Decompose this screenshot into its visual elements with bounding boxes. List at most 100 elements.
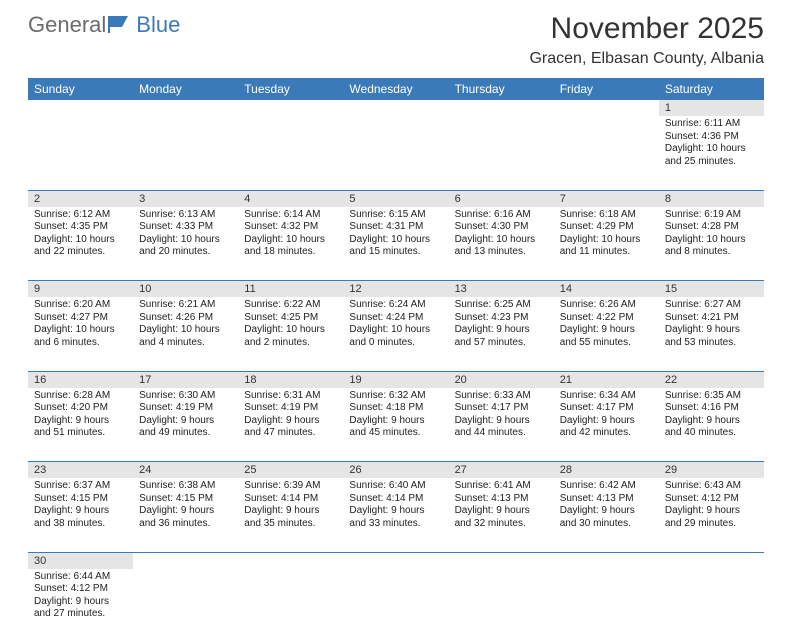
day-cell xyxy=(449,569,554,643)
sunset-line: Sunset: 4:13 PM xyxy=(455,493,548,506)
day-cell: Sunrise: 6:16 AMSunset: 4:30 PMDaylight:… xyxy=(449,207,554,281)
week-row: Sunrise: 6:12 AMSunset: 4:35 PMDaylight:… xyxy=(28,207,764,281)
day-cell xyxy=(659,569,764,643)
sunrise-line: Sunrise: 6:13 AM xyxy=(139,209,232,222)
day-cell: Sunrise: 6:27 AMSunset: 4:21 PMDaylight:… xyxy=(659,297,764,371)
day-number xyxy=(133,100,238,116)
day-number: 26 xyxy=(343,462,448,479)
daylight-line: Daylight: 10 hours and 25 minutes. xyxy=(665,143,758,168)
day-number: 15 xyxy=(659,281,764,298)
sunset-line: Sunset: 4:35 PM xyxy=(34,221,127,234)
day-cell xyxy=(554,569,659,643)
day-cell: Sunrise: 6:25 AMSunset: 4:23 PMDaylight:… xyxy=(449,297,554,371)
month-title: November 2025 xyxy=(529,12,764,46)
sunrise-line: Sunrise: 6:24 AM xyxy=(349,299,442,312)
day-number: 11 xyxy=(238,281,343,298)
day-number xyxy=(133,552,238,569)
daylight-line: Daylight: 10 hours and 22 minutes. xyxy=(34,234,127,259)
day-number: 1 xyxy=(659,100,764,116)
day-cell xyxy=(133,569,238,643)
calendar-header-row: SundayMondayTuesdayWednesdayThursdayFrid… xyxy=(28,78,764,100)
day-number xyxy=(238,100,343,116)
day-number: 6 xyxy=(449,190,554,207)
flag-icon xyxy=(108,13,134,38)
sunrise-line: Sunrise: 6:16 AM xyxy=(455,209,548,222)
day-number xyxy=(343,552,448,569)
sunset-line: Sunset: 4:19 PM xyxy=(139,402,232,415)
sunset-line: Sunset: 4:33 PM xyxy=(139,221,232,234)
daylight-line: Daylight: 10 hours and 2 minutes. xyxy=(244,324,337,349)
sunrise-line: Sunrise: 6:18 AM xyxy=(560,209,653,222)
day-cell: Sunrise: 6:12 AMSunset: 4:35 PMDaylight:… xyxy=(28,207,133,281)
sunrise-line: Sunrise: 6:35 AM xyxy=(665,390,758,403)
day-number: 21 xyxy=(554,371,659,388)
sunset-line: Sunset: 4:19 PM xyxy=(244,402,337,415)
day-number: 22 xyxy=(659,371,764,388)
day-number: 14 xyxy=(554,281,659,298)
sunset-line: Sunset: 4:15 PM xyxy=(139,493,232,506)
daylight-line: Daylight: 9 hours and 35 minutes. xyxy=(244,505,337,530)
daylight-line: Daylight: 9 hours and 49 minutes. xyxy=(139,415,232,440)
day-cell: Sunrise: 6:38 AMSunset: 4:15 PMDaylight:… xyxy=(133,478,238,552)
day-cell: Sunrise: 6:30 AMSunset: 4:19 PMDaylight:… xyxy=(133,388,238,462)
day-cell: Sunrise: 6:42 AMSunset: 4:13 PMDaylight:… xyxy=(554,478,659,552)
sunrise-line: Sunrise: 6:39 AM xyxy=(244,480,337,493)
daylight-line: Daylight: 9 hours and 40 minutes. xyxy=(665,415,758,440)
day-header: Saturday xyxy=(659,78,764,100)
sunrise-line: Sunrise: 6:34 AM xyxy=(560,390,653,403)
day-cell: Sunrise: 6:24 AMSunset: 4:24 PMDaylight:… xyxy=(343,297,448,371)
day-cell: Sunrise: 6:19 AMSunset: 4:28 PMDaylight:… xyxy=(659,207,764,281)
day-cell: Sunrise: 6:37 AMSunset: 4:15 PMDaylight:… xyxy=(28,478,133,552)
logo-text-2: Blue xyxy=(136,12,180,38)
day-header: Thursday xyxy=(449,78,554,100)
day-number: 10 xyxy=(133,281,238,298)
day-cell: Sunrise: 6:32 AMSunset: 4:18 PMDaylight:… xyxy=(343,388,448,462)
week-row: Sunrise: 6:11 AMSunset: 4:36 PMDaylight:… xyxy=(28,116,764,190)
day-number xyxy=(554,552,659,569)
logo-text-1: General xyxy=(28,12,106,38)
sunset-line: Sunset: 4:24 PM xyxy=(349,312,442,325)
daylight-line: Daylight: 9 hours and 53 minutes. xyxy=(665,324,758,349)
day-header: Friday xyxy=(554,78,659,100)
header: General Blue November 2025 Gracen, Elbas… xyxy=(28,12,764,68)
sunset-line: Sunset: 4:17 PM xyxy=(455,402,548,415)
day-cell: Sunrise: 6:11 AMSunset: 4:36 PMDaylight:… xyxy=(659,116,764,190)
daylight-line: Daylight: 9 hours and 32 minutes. xyxy=(455,505,548,530)
daylight-line: Daylight: 10 hours and 4 minutes. xyxy=(139,324,232,349)
daylight-line: Daylight: 9 hours and 55 minutes. xyxy=(560,324,653,349)
sunset-line: Sunset: 4:36 PM xyxy=(665,131,758,144)
logo: General Blue xyxy=(28,12,180,38)
day-header: Tuesday xyxy=(238,78,343,100)
week-row: Sunrise: 6:28 AMSunset: 4:20 PMDaylight:… xyxy=(28,388,764,462)
sunrise-line: Sunrise: 6:38 AM xyxy=(139,480,232,493)
sunrise-line: Sunrise: 6:15 AM xyxy=(349,209,442,222)
sunset-line: Sunset: 4:26 PM xyxy=(139,312,232,325)
sunset-line: Sunset: 4:18 PM xyxy=(349,402,442,415)
day-number xyxy=(449,100,554,116)
daynum-row: 30 xyxy=(28,552,764,569)
sunrise-line: Sunrise: 6:43 AM xyxy=(665,480,758,493)
day-cell: Sunrise: 6:21 AMSunset: 4:26 PMDaylight:… xyxy=(133,297,238,371)
daylight-line: Daylight: 9 hours and 44 minutes. xyxy=(455,415,548,440)
day-cell: Sunrise: 6:34 AMSunset: 4:17 PMDaylight:… xyxy=(554,388,659,462)
sunrise-line: Sunrise: 6:22 AM xyxy=(244,299,337,312)
day-cell: Sunrise: 6:33 AMSunset: 4:17 PMDaylight:… xyxy=(449,388,554,462)
location: Gracen, Elbasan County, Albania xyxy=(529,50,764,68)
daylight-line: Daylight: 9 hours and 42 minutes. xyxy=(560,415,653,440)
day-number xyxy=(449,552,554,569)
day-number: 19 xyxy=(343,371,448,388)
sunset-line: Sunset: 4:20 PM xyxy=(34,402,127,415)
daylight-line: Daylight: 10 hours and 0 minutes. xyxy=(349,324,442,349)
day-number: 16 xyxy=(28,371,133,388)
sunrise-line: Sunrise: 6:20 AM xyxy=(34,299,127,312)
day-number xyxy=(343,100,448,116)
daylight-line: Daylight: 9 hours and 57 minutes. xyxy=(455,324,548,349)
sunset-line: Sunset: 4:12 PM xyxy=(34,583,127,596)
day-number: 25 xyxy=(238,462,343,479)
day-number: 30 xyxy=(28,552,133,569)
day-number: 27 xyxy=(449,462,554,479)
day-header: Monday xyxy=(133,78,238,100)
day-cell: Sunrise: 6:28 AMSunset: 4:20 PMDaylight:… xyxy=(28,388,133,462)
daylight-line: Daylight: 9 hours and 36 minutes. xyxy=(139,505,232,530)
day-number: 9 xyxy=(28,281,133,298)
